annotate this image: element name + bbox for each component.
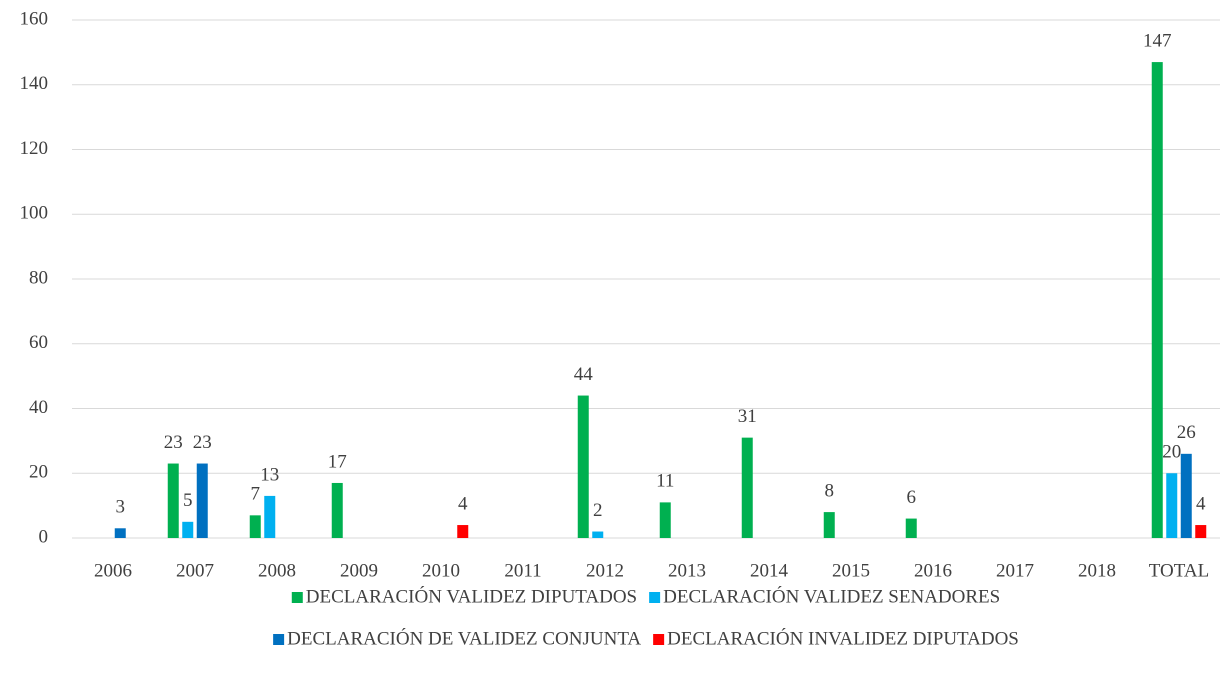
bar	[167, 463, 179, 538]
data-label: 5	[183, 490, 193, 511]
data-label: 4	[1196, 493, 1206, 514]
x-tick-label: 2011	[504, 560, 541, 581]
bar	[114, 528, 126, 538]
x-tick-label: 2018	[1078, 560, 1116, 581]
bar	[264, 495, 276, 538]
bar	[196, 463, 208, 538]
data-label: 13	[260, 464, 279, 485]
data-label: 44	[574, 364, 594, 385]
bar	[331, 482, 343, 538]
bar	[823, 512, 835, 538]
x-tick-label: 2014	[750, 560, 789, 581]
x-tick-label: 2012	[586, 560, 624, 581]
legend-swatch	[653, 634, 665, 645]
bar	[1195, 525, 1207, 538]
x-tick-label: 2015	[832, 560, 870, 581]
data-label: 31	[738, 406, 757, 427]
y-tick-label: 20	[29, 462, 48, 483]
bar	[182, 521, 194, 538]
x-tick-label: 2010	[422, 560, 460, 581]
data-label: 23	[164, 432, 183, 453]
bar	[741, 437, 753, 538]
data-label: 2	[593, 500, 603, 521]
y-tick-label: 140	[20, 73, 49, 94]
x-tick-label: 2008	[258, 560, 296, 581]
y-tick-label: 0	[39, 526, 49, 547]
bar	[457, 525, 469, 538]
bar	[592, 531, 604, 538]
legend-swatch	[649, 592, 661, 603]
x-tick-label: TOTAL	[1149, 560, 1209, 581]
data-label: 8	[825, 480, 835, 501]
bar	[659, 502, 671, 538]
bar	[1180, 453, 1192, 538]
data-label: 7	[251, 484, 261, 505]
bar	[249, 515, 261, 538]
data-label: 23	[193, 432, 212, 453]
bar	[1151, 62, 1163, 539]
data-label: 17	[328, 451, 347, 472]
x-tick-label: 2016	[914, 560, 952, 581]
x-tick-label: 2013	[668, 560, 706, 581]
y-tick-label: 120	[20, 138, 49, 159]
y-tick-label: 100	[20, 203, 49, 224]
y-tick-label: 40	[29, 397, 48, 418]
data-label: 20	[1162, 442, 1181, 463]
x-tick-label: 2007	[176, 560, 214, 581]
legend-swatch	[291, 592, 303, 603]
x-tick-label: 2009	[340, 560, 378, 581]
x-tick-label: 2006	[94, 560, 132, 581]
legend-swatch	[273, 634, 285, 645]
bar	[1166, 473, 1178, 538]
legend-label: DECLARACIÓN VALIDEZ DIPUTADOS	[306, 585, 637, 607]
data-label: 11	[656, 471, 674, 492]
x-tick-label: 2017	[996, 560, 1034, 581]
legend-label: DECLARACIÓN INVALIDEZ DIPUTADOS	[667, 627, 1019, 649]
y-tick-label: 80	[29, 267, 48, 288]
data-label: 26	[1177, 422, 1196, 443]
bar	[905, 518, 917, 538]
legend-label: DECLARACIÓN VALIDEZ SENADORES	[663, 585, 1000, 607]
data-label: 3	[116, 497, 126, 518]
data-label: 6	[907, 487, 917, 508]
data-label: 4	[458, 493, 468, 514]
y-tick-label: 60	[29, 332, 48, 353]
data-label: 147	[1143, 30, 1172, 51]
bar	[577, 395, 589, 538]
legend-label: DECLARACIÓN DE VALIDEZ CONJUNTA	[287, 627, 641, 649]
y-tick-label: 160	[20, 8, 49, 29]
